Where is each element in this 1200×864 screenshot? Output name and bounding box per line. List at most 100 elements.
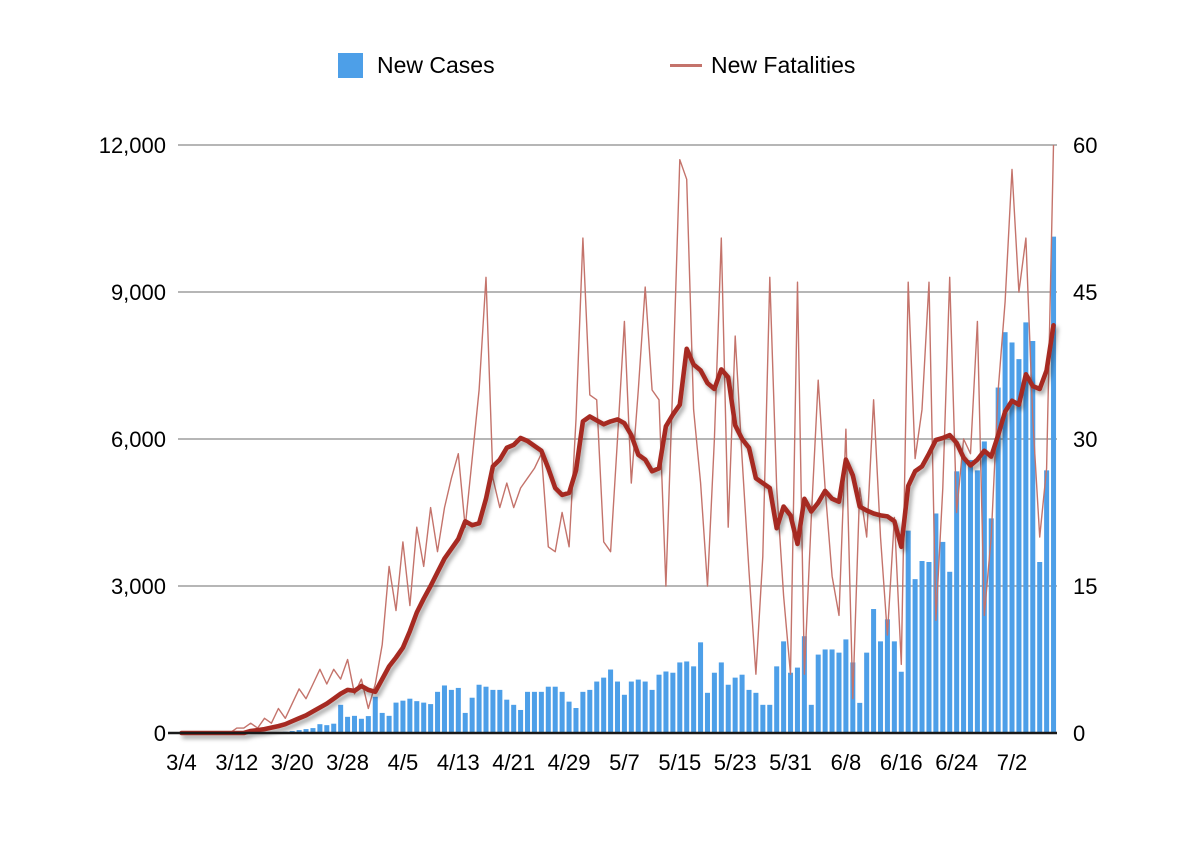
new-cases-bar: [338, 704, 344, 733]
new-cases-bar: [656, 674, 662, 733]
x-axis-label: 5/23: [714, 750, 757, 775]
new-cases-bar: [462, 712, 468, 733]
x-axis-label: 4/29: [548, 750, 591, 775]
new-cases-bar: [573, 708, 579, 733]
y-axis-label-right: 0: [1073, 721, 1085, 746]
new-cases-bar: [324, 725, 330, 733]
new-cases-bar: [898, 671, 904, 733]
new-cases-bar: [725, 684, 731, 733]
new-cases-bar: [1009, 342, 1015, 733]
new-cases-bar: [601, 677, 607, 733]
new-cases-bar: [995, 387, 1001, 733]
new-cases-bar: [621, 694, 627, 733]
new-cases-bar: [760, 704, 766, 733]
y-axis-label-left: 0: [154, 721, 166, 746]
new-cases-bar: [511, 704, 517, 733]
legend-item-new-cases: New Cases: [338, 52, 495, 79]
new-cases-bar: [815, 654, 821, 733]
new-cases-bar: [490, 689, 496, 733]
gridlines: [178, 144, 1057, 587]
new-cases-bar: [407, 698, 413, 733]
new-cases-bar: [822, 649, 828, 733]
new-cases-bar: [663, 671, 669, 733]
x-axis-label: 6/24: [935, 750, 978, 775]
y-axis-label-right: 30: [1073, 427, 1097, 452]
new-cases-bar: [428, 704, 434, 733]
x-axis-label: 4/21: [492, 750, 535, 775]
new-cases-bar: [545, 686, 551, 733]
new-cases-bar: [310, 728, 316, 733]
x-axis-label: 5/31: [769, 750, 812, 775]
y-axis-label-left: 3,000: [111, 574, 166, 599]
new-cases-bar: [497, 689, 503, 733]
x-axis-label: 6/8: [831, 750, 862, 775]
new-cases-bar: [718, 662, 724, 733]
y-axis-label-left: 12,000: [99, 133, 166, 158]
new-cases-bar: [566, 701, 572, 733]
new-cases-bar: [843, 639, 849, 733]
new-cases-bar: [753, 692, 759, 733]
new-cases-bar: [628, 681, 634, 733]
new-cases-bar: [926, 561, 932, 733]
new-cases-bar: [303, 729, 309, 733]
y-axis-label-left: 6,000: [111, 427, 166, 452]
x-axis-label: 6/16: [880, 750, 923, 775]
new-cases-bar: [504, 699, 510, 733]
new-cases-bar: [531, 691, 537, 733]
new-cases-bar: [455, 687, 461, 733]
new-cases-bar: [1037, 561, 1043, 733]
new-cases-bar: [794, 667, 800, 733]
new-cases-bar: [774, 666, 780, 733]
new-cases-bar: [1051, 236, 1057, 733]
new-cases-bar: [594, 681, 600, 733]
new-cases-bar: [988, 518, 994, 733]
new-cases-bar: [525, 691, 531, 733]
new-cases-bar: [912, 579, 918, 733]
new-cases-bar: [587, 689, 593, 733]
new-cases-bar: [954, 471, 960, 733]
new-cases-bar: [642, 681, 648, 733]
new-cases-bar: [711, 672, 717, 733]
new-cases-bar: [345, 716, 351, 733]
new-cases-bar: [836, 652, 842, 733]
new-cases-bar: [538, 691, 544, 733]
x-axis-label: 7/2: [997, 750, 1028, 775]
legend-item-new-fatalities: New Fatalities: [670, 52, 855, 79]
x-axis-label: 4/13: [437, 750, 480, 775]
new-cases-bar: [739, 674, 745, 733]
new-cases-bar: [940, 541, 946, 733]
new-cases-bar: [448, 689, 454, 733]
new-cases-bar: [974, 470, 980, 733]
new-cases-bar: [919, 561, 925, 733]
new-cases-bar: [635, 679, 641, 733]
new-cases-swatch-icon: [338, 53, 363, 78]
new-cases-bar: [808, 704, 814, 733]
new-cases-bar: [704, 692, 710, 733]
new-cases-bar: [1002, 332, 1008, 733]
new-cases-bar: [358, 718, 364, 733]
new-cases-bar: [746, 689, 752, 733]
new-cases-bar: [788, 672, 794, 733]
new-cases-bar: [614, 681, 621, 733]
new-cases-bar: [414, 701, 420, 733]
new-cases-bar: [905, 530, 911, 733]
y-axis-label-right: 15: [1073, 574, 1097, 599]
new-cases-bar: [1016, 359, 1022, 733]
y-axis-label-right: 45: [1073, 280, 1097, 305]
new-cases-bar: [801, 636, 807, 733]
new-cases-bar: [967, 460, 973, 733]
new-cases-bar: [580, 691, 586, 733]
new-cases-bar: [435, 691, 441, 733]
new-cases-bar: [871, 609, 877, 733]
new-cases-bar: [559, 691, 565, 733]
new-cases-bar: [421, 702, 427, 733]
new-cases-bar: [891, 641, 897, 733]
y-axis-label-right: 60: [1073, 133, 1097, 158]
new-fatalities-trend-line: [179, 322, 1056, 736]
new-cases-bar: [684, 661, 690, 733]
x-axis-label: 3/28: [326, 750, 369, 775]
new-cases-bar: [317, 724, 323, 733]
new-cases-bar: [476, 684, 482, 733]
x-axis-label: 3/4: [166, 750, 197, 775]
